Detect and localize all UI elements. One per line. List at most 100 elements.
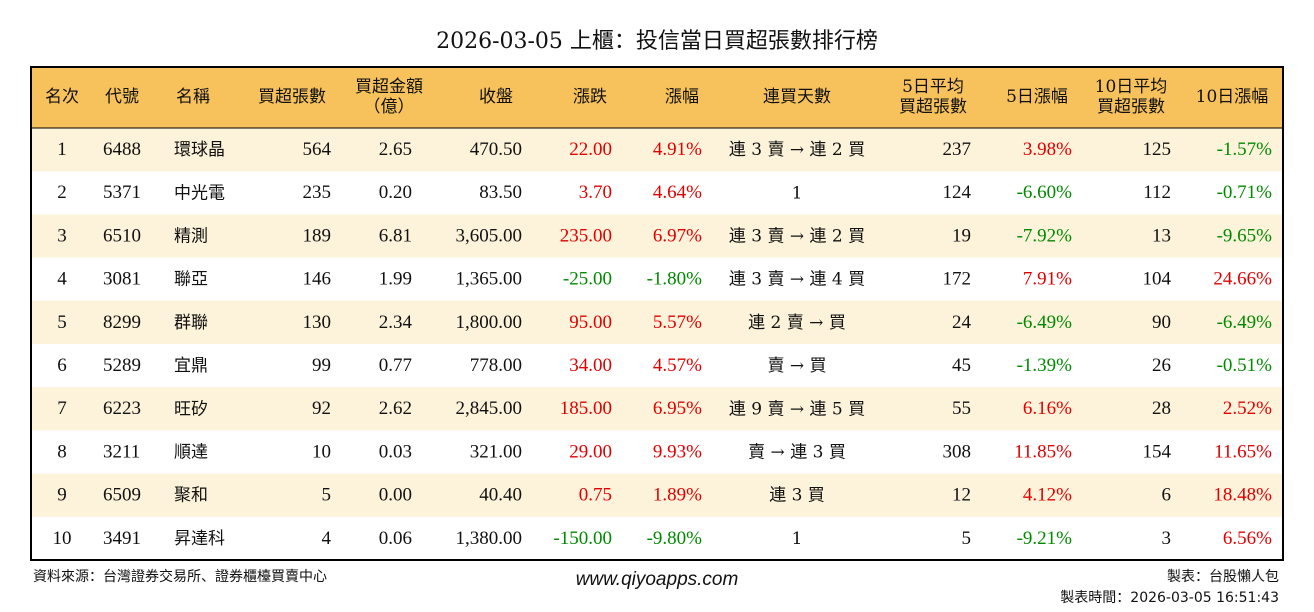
cell: 12 — [952, 485, 971, 506]
cell: 4.12% — [1023, 485, 1072, 506]
cell: 24.66% — [1213, 269, 1272, 290]
cell: 5 — [322, 485, 332, 506]
column-header: 名次 — [45, 87, 79, 107]
cell: 11.65% — [1214, 441, 1272, 462]
cell: 6509 — [103, 485, 141, 506]
row-background — [31, 214, 1283, 258]
cell: 4 — [322, 528, 332, 549]
column-header: 5日漲幅 — [1006, 87, 1068, 107]
cell: 環球晶 — [174, 140, 225, 160]
cell: 8299 — [103, 312, 141, 333]
cell: 5371 — [103, 182, 141, 203]
cell: 185.00 — [560, 398, 612, 419]
cell: 10 — [312, 441, 331, 462]
cell: 6.56% — [1223, 528, 1272, 549]
cell: 172 — [943, 269, 972, 290]
source-note: 資料來源：台灣證券交易所、證券櫃檯買賣中心 — [33, 568, 327, 585]
column-header: 連買天數 — [763, 87, 831, 107]
cell: 賣 → 買 — [767, 356, 826, 376]
cell: 聚和 — [174, 486, 208, 506]
header-background — [31, 67, 1283, 128]
cell: 8 — [57, 441, 67, 462]
cell: 0.20 — [379, 182, 412, 203]
cell: 0.00 — [379, 485, 412, 506]
cell: 中光電 — [174, 183, 225, 203]
cell: 賣 → 連 3 買 — [748, 443, 846, 463]
cell: 6 — [1162, 485, 1172, 506]
cell: 5289 — [103, 355, 141, 376]
cell: 1,380.00 — [456, 528, 523, 549]
cell: 26 — [1152, 355, 1171, 376]
column-header: （億） — [364, 97, 415, 117]
website: www.qiyoapps.com — [576, 569, 739, 590]
cell: 7 — [57, 398, 67, 419]
column-header: 收盤 — [479, 87, 513, 107]
cell: 308 — [943, 441, 972, 462]
cell: 470.50 — [470, 139, 522, 160]
cell: 3211 — [103, 441, 140, 462]
column-header: 漲幅 — [665, 87, 699, 107]
cell: 154 — [1143, 441, 1172, 462]
cell: 2.62 — [379, 398, 412, 419]
cell: 83.50 — [479, 182, 522, 203]
cell: 2.34 — [379, 312, 413, 333]
cell: -7.92% — [1017, 225, 1073, 246]
column-header: 漲跌 — [573, 87, 607, 107]
cell: 99 — [312, 355, 331, 376]
cell: 1,365.00 — [456, 269, 523, 290]
cell: 1.99 — [379, 269, 412, 290]
column-header: 買超張數 — [258, 87, 326, 107]
cell: 564 — [303, 139, 332, 160]
column-header: 代號 — [105, 87, 139, 107]
cell: 2 — [57, 182, 67, 203]
cell: 2.52% — [1223, 398, 1272, 419]
table: 1 6488 環球晶 564 2.65 470.50 22.00 4.91% 連 3 賣 → 連… — [30, 66, 1284, 561]
column-header: 名稱 — [176, 87, 210, 107]
cell: 連 3 賣 → 連 2 買 — [729, 227, 865, 247]
cell: 9 — [57, 485, 67, 506]
cell: 6510 — [103, 225, 141, 246]
cell: -1.57% — [1217, 139, 1273, 160]
row-background — [31, 473, 1283, 517]
cell: 112 — [1143, 182, 1171, 203]
column-header: 買超張數 — [899, 97, 967, 117]
cell: 5 — [57, 312, 67, 333]
cell: -9.80% — [647, 528, 703, 549]
cell: -25.00 — [563, 269, 612, 290]
cell: 7.91% — [1023, 269, 1072, 290]
cell: 3 — [1162, 528, 1172, 549]
row-background — [31, 300, 1283, 344]
cell: 宜鼎 — [174, 356, 208, 376]
cell: 6.81 — [379, 225, 412, 246]
cell: -1.39% — [1017, 355, 1073, 376]
cell: -150.00 — [553, 528, 612, 549]
cell: 3081 — [103, 269, 141, 290]
cell: 28 — [1152, 398, 1171, 419]
cell: 235 — [303, 182, 332, 203]
cell: 3 — [57, 225, 67, 246]
cell: 連 9 賣 → 連 5 買 — [729, 399, 865, 419]
page-title: 2026-03-05 上櫃：投信當日買超張數排行榜 — [436, 29, 878, 54]
cell: 0.06 — [379, 528, 412, 549]
cell: 順達 — [174, 443, 208, 463]
cell: 189 — [303, 225, 332, 246]
cell: 55 — [952, 398, 971, 419]
cell: 聯亞 — [174, 270, 208, 290]
cell: 10 — [53, 528, 72, 549]
cell: 104 — [1143, 269, 1172, 290]
cell: -6.60% — [1017, 182, 1073, 203]
cell: 321.00 — [470, 441, 522, 462]
cell: -6.49% — [1017, 312, 1073, 333]
cell: 1 — [792, 529, 803, 549]
cell: 6223 — [103, 398, 141, 419]
cell: 0.03 — [379, 441, 412, 462]
cell: 6.16% — [1023, 398, 1072, 419]
cell: -9.21% — [1017, 528, 1073, 549]
cell: 146 — [303, 269, 332, 290]
cell: 3491 — [103, 528, 141, 549]
cell: 18.48% — [1213, 485, 1272, 506]
cell: 40.40 — [479, 485, 522, 506]
column-header: 買超金額 — [355, 77, 423, 97]
column-header: 10日漲幅 — [1196, 87, 1269, 107]
